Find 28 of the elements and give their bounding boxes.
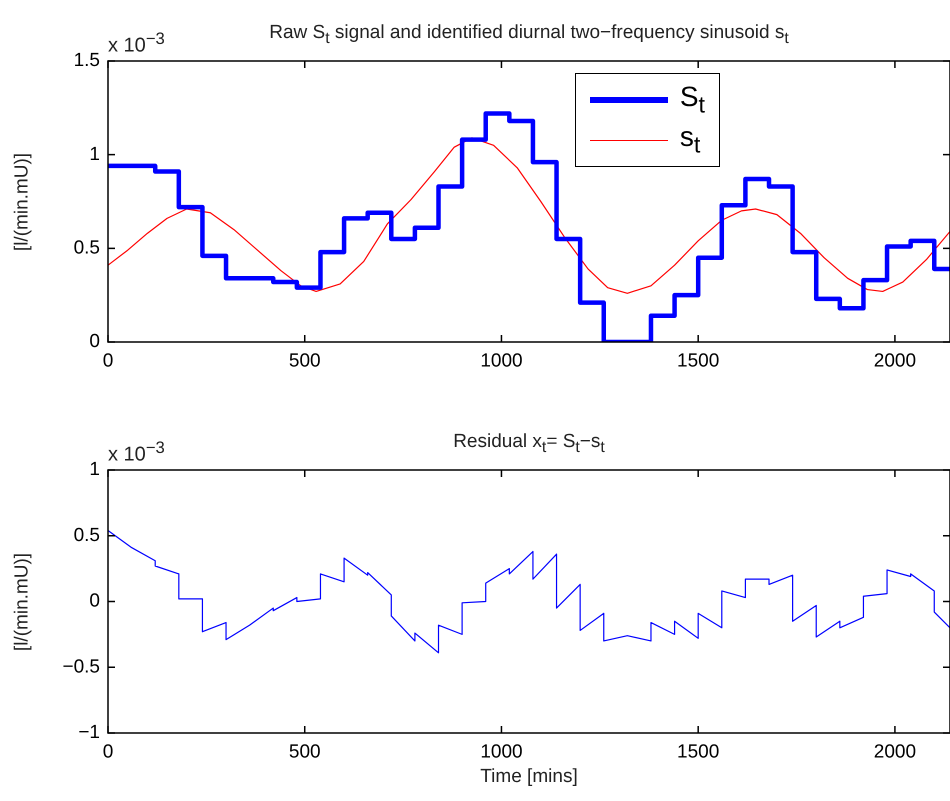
x-tick-label: 1000 — [480, 350, 523, 372]
y-tick-label: 1 — [89, 144, 100, 165]
x-tick-label: 1000 — [480, 742, 523, 763]
y-tick-label: −0.5 — [62, 656, 100, 678]
text: x 10$^{−3}$ — [108, 438, 165, 466]
x-axis-title: Time [mins] — [480, 766, 578, 787]
y-axis-title: [l/(min.mU)] — [12, 152, 32, 251]
y-tick-label: −1 — [78, 722, 100, 744]
legend-label: S$_{t}$ — [680, 81, 705, 119]
y-axis-title: [l/(min.mU)] — [12, 552, 32, 651]
x-tick-label: 1500 — [677, 350, 720, 372]
chart-title: Residual x$_{t}$= S$_{t}$−s$_{t}$ — [453, 431, 605, 456]
text: x 10$^{−3}$ — [108, 29, 165, 57]
x-tick-label: 0 — [102, 742, 114, 763]
chart-title: Raw S$_{t}$ signal and identified diurnal two−frequency sinusoid s$_{t}$ — [269, 22, 789, 47]
y-tick-label: 0.5 — [74, 238, 100, 259]
y-tick-label: 1.5 — [74, 50, 100, 72]
x-tick-label: 2000 — [874, 350, 916, 372]
x-tick-label: 2000 — [874, 742, 916, 763]
x-tick-label: 0 — [102, 350, 114, 372]
y-tick-label: 0.5 — [74, 524, 100, 546]
x-tick-label: 1500 — [677, 742, 720, 763]
y-tick-label: 0 — [89, 331, 100, 352]
x-tick-label: 500 — [288, 350, 321, 372]
legend-label: s$_{t}$ — [680, 121, 700, 159]
y-tick-label: 0 — [89, 590, 100, 612]
y-tick-label: 1 — [89, 459, 100, 480]
x-tick-label: 500 — [288, 742, 321, 763]
